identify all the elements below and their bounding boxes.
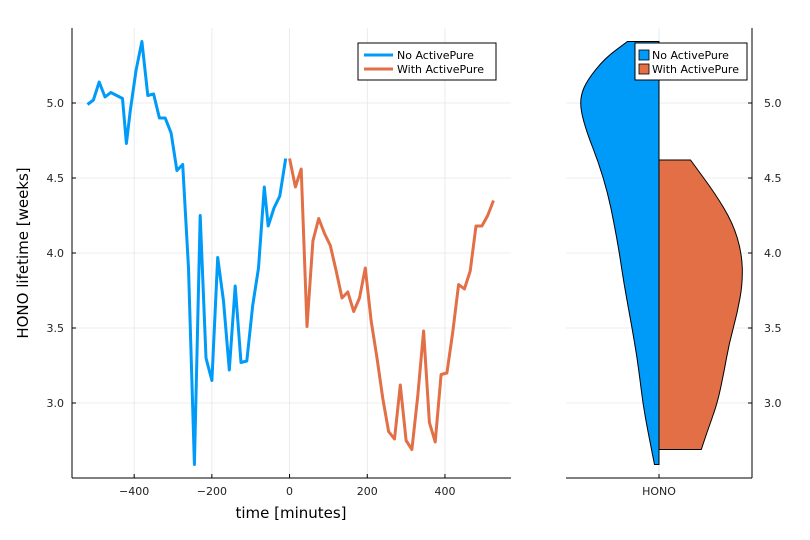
legend-label: No ActivePure [397,49,474,62]
line-chart-x-ticks: −400 −200 0 200 400 [119,474,455,498]
violin-with-activepure [658,159,743,450]
x-tick-label: HONO [642,485,676,498]
series-line-no-activepure [86,40,288,466]
x-tick-label: −400 [119,485,149,498]
x-tick-label: −200 [197,485,227,498]
line-chart-gridlines [72,28,511,478]
legend-swatch [638,63,650,75]
legend-label: With ActivePure [652,63,739,76]
line-chart-y-ticks: 3.0 3.5 4.0 4.5 5.0 [47,97,76,410]
legend-swatch [638,49,650,61]
y-tick-label: 3.0 [47,397,65,410]
x-tick-label: 400 [434,485,455,498]
violin-chart-x-ticks: HONO [642,474,676,498]
y-tick-label: 4.0 [47,247,65,260]
violin-shapes [580,41,743,465]
series-line-with-activepure [288,158,495,451]
line-chart-series [86,40,495,466]
legend-box [357,42,497,81]
y-tick-label: 5.0 [764,97,782,110]
y-tick-label: 4.0 [764,247,782,260]
line-chart-x-axis-label: time [minutes] [235,504,346,522]
y-tick-label: 4.5 [47,172,65,185]
line-chart-panel: −400 −200 0 200 400 3.0 3.5 4.0 4.5 5.0 time [mi… [14,28,511,522]
legend-label: No ActivePure [652,49,729,62]
violin-chart-y-ticks: 3.0 3.5 4.0 4.5 5.0 [748,97,782,410]
y-tick-label: 3.5 [47,322,65,335]
y-tick-label: 3.0 [764,397,782,410]
violin-no-activepure [580,41,660,465]
x-tick-label: 200 [357,485,378,498]
y-tick-label: 5.0 [47,97,65,110]
y-tick-label: 3.5 [764,322,782,335]
x-tick-label: 0 [286,485,293,498]
line-chart-y-axis-label: HONO lifetime [weeks] [14,167,32,338]
legend-box [634,42,748,81]
y-tick-label: 4.5 [764,172,782,185]
legend-label: With ActivePure [397,63,484,76]
